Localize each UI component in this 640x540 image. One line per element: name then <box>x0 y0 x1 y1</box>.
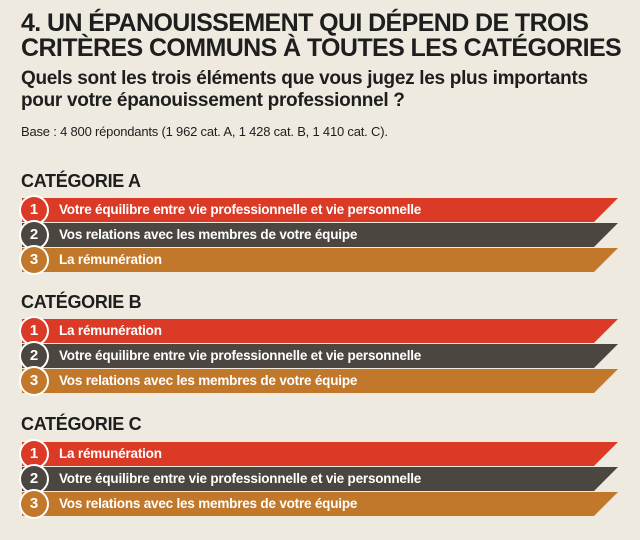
category-b-rank-3-row: 3 Vos relations avec les membres de votr… <box>0 368 640 394</box>
rank-ribbon <box>22 248 618 272</box>
rank-ribbon <box>22 492 618 516</box>
rank-label: La rémunération <box>59 323 162 338</box>
rank-badge: 3 <box>21 247 47 273</box>
title-line-1: 4. UN ÉPANOUISSEMENT QUI DÉPEND DE TROIS <box>21 9 589 37</box>
rank-badge: 2 <box>21 222 47 248</box>
rank-ribbon <box>22 344 618 368</box>
rank-badge: 2 <box>21 466 47 492</box>
rank-badge: 2 <box>21 343 47 369</box>
title-line-2: CRITÈRES COMMUNS À TOUTES LES CATÉGORIES <box>21 34 622 62</box>
rank-label: Votre équilibre entre vie professionnell… <box>59 471 422 486</box>
rank-ribbon <box>22 198 618 222</box>
category-a-rank-1-row: 1 Votre équilibre entre vie professionne… <box>0 197 640 223</box>
rank-ribbon <box>22 442 618 466</box>
rank-badge: 1 <box>21 318 47 344</box>
category-b-title: CATÉGORIE B <box>21 292 142 312</box>
rank-ribbon <box>22 369 618 393</box>
category-c-rank-3-row: 3 Vos relations avec les membres de votr… <box>0 491 640 517</box>
rank-badge: 3 <box>21 368 47 394</box>
rank-badge: 1 <box>21 441 47 467</box>
rank-badge: 1 <box>21 197 47 223</box>
rank-label: La rémunération <box>59 446 162 461</box>
category-c-rank-2-row: 2 Votre équilibre entre vie professionne… <box>0 466 640 492</box>
rank-label: Vos relations avec les membres de votre … <box>59 496 358 511</box>
rank-ribbon <box>22 223 618 247</box>
rank-label: Vos relations avec les membres de votre … <box>59 373 358 388</box>
rank-label: Vos relations avec les membres de votre … <box>59 227 358 242</box>
rank-badge: 3 <box>21 491 47 517</box>
survey-question: Quels sont les trois éléments que vous j… <box>21 68 631 112</box>
category-b-rank-2-row: 2 Votre équilibre entre vie professionne… <box>0 343 640 369</box>
sample-base-note: Base : 4 800 répondants (1 962 cat. A, 1… <box>21 124 388 139</box>
question-line-2: pour votre épanouissement professionnel … <box>21 90 405 111</box>
rank-label: La rémunération <box>59 252 162 267</box>
category-b-rank-1-row: 1 La rémunération <box>0 318 640 344</box>
category-a-rank-3-row: 3 La rémunération <box>0 247 640 273</box>
category-a-rank-2-row: 2 Vos relations avec les membres de votr… <box>0 222 640 248</box>
category-a-title: CATÉGORIE A <box>21 171 141 191</box>
question-line-1: Quels sont les trois éléments que vous j… <box>21 68 588 89</box>
rank-ribbon <box>22 467 618 491</box>
rank-label: Votre équilibre entre vie professionnell… <box>59 202 422 217</box>
category-c-rank-1-row: 1 La rémunération <box>0 441 640 467</box>
rank-ribbon <box>22 319 618 343</box>
infographic-title: 4. UN ÉPANOUISSEMENT QUI DÉPEND DE TROIS… <box>21 11 631 61</box>
rank-label: Votre équilibre entre vie professionnell… <box>59 348 422 363</box>
category-c-title: CATÉGORIE C <box>21 414 142 434</box>
